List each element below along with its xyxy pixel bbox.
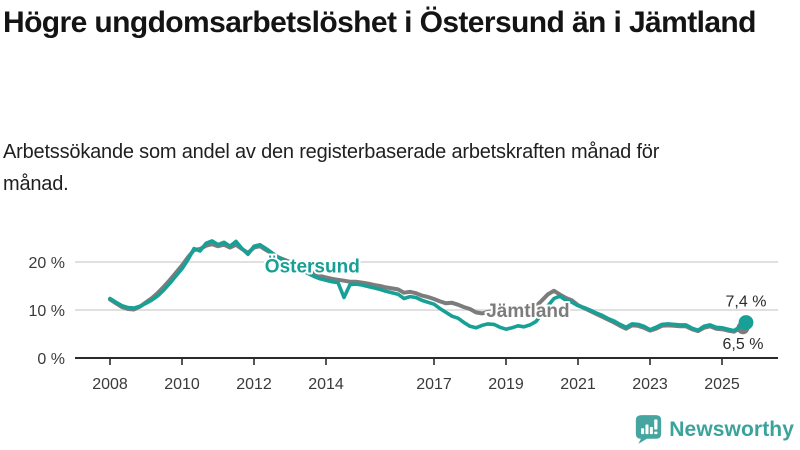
x-tick-label: 2019 bbox=[488, 376, 524, 393]
x-tick-label: 2023 bbox=[632, 376, 668, 393]
x-tick-label: 2014 bbox=[308, 376, 344, 393]
y-tick-label: 20 % bbox=[29, 255, 65, 272]
series-line-Jämtland bbox=[108, 242, 748, 334]
x-tick-label: 2012 bbox=[236, 376, 272, 393]
newsworthy-wordmark: Newsworthy bbox=[669, 417, 794, 441]
series-label-Jämtland: Jämtland bbox=[486, 301, 569, 322]
series-line-Östersund bbox=[108, 239, 748, 333]
series-end-dot-Östersund bbox=[738, 315, 754, 330]
newsworthy-logo-icon bbox=[636, 415, 662, 444]
series-label-Östersund: Östersund bbox=[265, 256, 360, 277]
chart-subtitle: Arbetssökande som andel av den registerb… bbox=[3, 141, 660, 195]
newsworthy-brand-link[interactable]: Newsworthy bbox=[635, 414, 794, 445]
x-tick-label: 2021 bbox=[560, 376, 596, 393]
end-value-label-Östersund: 7,4 % bbox=[726, 293, 767, 310]
x-tick-label: 2008 bbox=[92, 376, 128, 393]
chart-title: Högre ungdomsarbetslöshet i Östersund än… bbox=[3, 6, 756, 39]
y-tick-label: 10 % bbox=[29, 303, 65, 320]
x-tick-label: 2010 bbox=[164, 376, 200, 393]
x-tick-label: 2025 bbox=[704, 376, 740, 393]
end-value-label-Jämtland: 6,5 % bbox=[723, 336, 764, 353]
x-tick-label: 2017 bbox=[416, 376, 452, 393]
y-tick-label: 0 % bbox=[37, 351, 65, 368]
